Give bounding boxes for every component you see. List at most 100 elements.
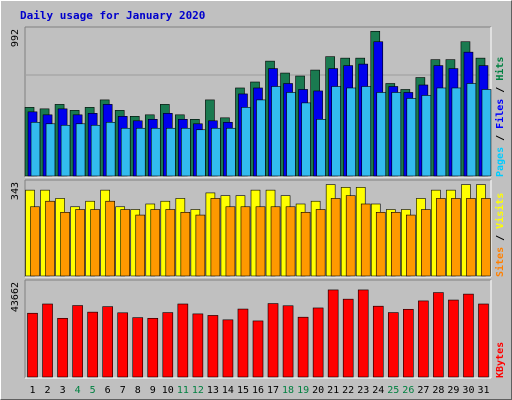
- bar-kbytes-2: [42, 303, 53, 378]
- bar-pages-5: [90, 124, 101, 177]
- bar-sites-11: [180, 211, 191, 277]
- x-tick-label-24: 24: [372, 385, 384, 396]
- bar-sites-25: [390, 211, 401, 277]
- bar-kbytes-12: [192, 313, 204, 378]
- bar-pages-28: [436, 87, 447, 177]
- bar-kbytes-13: [207, 315, 219, 378]
- legend-0: Pages / Files / Hits: [494, 57, 506, 177]
- bar-kbytes-23: [357, 289, 369, 378]
- bar-kbytes-20: [312, 307, 324, 378]
- bar-pages-7: [120, 127, 131, 177]
- x-tick-label-4: 4: [75, 385, 81, 396]
- bar-kbytes-5: [87, 311, 98, 378]
- legend-hits: Hits: [494, 57, 506, 81]
- bar-kbytes-26: [403, 308, 414, 378]
- x-tick-label-10: 10: [162, 385, 174, 396]
- bar-sites-23: [360, 203, 371, 277]
- bar-sites-31: [481, 198, 491, 277]
- legend-kbytes: KBytes: [495, 342, 506, 378]
- x-tick-label-23: 23: [357, 385, 369, 396]
- x-tick-label-8: 8: [135, 385, 141, 396]
- bar-pages-8: [135, 127, 146, 177]
- bar-sites-8: [135, 214, 146, 277]
- x-tick-label-14: 14: [222, 385, 234, 396]
- x-tick-label-30: 30: [462, 385, 474, 396]
- bar-sites-4: [75, 209, 85, 277]
- bar-kbytes-25: [387, 312, 399, 378]
- bar-kbytes-28: [433, 292, 444, 378]
- bar-kbytes-24: [372, 305, 384, 378]
- bar-pages-9: [150, 127, 161, 177]
- bar-pages-30: [466, 83, 477, 177]
- legend-pages: Pages: [495, 147, 506, 177]
- x-tick-label-6: 6: [105, 385, 111, 396]
- bar-pages-29: [451, 87, 462, 177]
- legend-1: Sites / Visits: [494, 193, 506, 277]
- bar-pages-22: [346, 87, 356, 177]
- bar-pages-25: [391, 92, 402, 177]
- bar-sites-13: [210, 198, 221, 277]
- bar-kbytes-6: [102, 306, 113, 378]
- x-tick-label-3: 3: [60, 385, 66, 396]
- legend-files: Files: [494, 99, 506, 129]
- bar-sites-24: [375, 211, 386, 277]
- x-tick-label-5: 5: [90, 385, 96, 396]
- bar-kbytes-31: [478, 303, 489, 378]
- bar-sites-2: [45, 200, 55, 277]
- bar-sites-6: [105, 200, 115, 277]
- bar-pages-27: [421, 95, 432, 177]
- bar-kbytes-30: [463, 293, 474, 378]
- bar-sites-21: [330, 198, 341, 277]
- bar-pages-10: [166, 127, 176, 177]
- bar-kbytes-11: [177, 303, 189, 378]
- bar-pages-14: [226, 127, 236, 177]
- bar-pages-12: [196, 129, 206, 177]
- bar-kbytes-16: [252, 320, 264, 378]
- x-tick-label-13: 13: [207, 385, 219, 396]
- bar-sites-9: [150, 209, 161, 277]
- bar-kbytes-21: [327, 289, 339, 378]
- x-tick-label-1: 1: [30, 385, 36, 396]
- bar-pages-2: [45, 123, 56, 177]
- bar-kbytes-18: [282, 305, 294, 378]
- bar-kbytes-4: [72, 305, 83, 378]
- legend-separator: /: [495, 81, 506, 99]
- bar-kbytes-7: [117, 312, 129, 378]
- bar-pages-21: [331, 86, 341, 177]
- bar-sites-27: [421, 209, 431, 277]
- bar-pages-17: [271, 86, 281, 177]
- bar-kbytes-10: [162, 312, 174, 378]
- bar-sites-28: [436, 198, 446, 277]
- bar-kbytes-14: [222, 319, 234, 378]
- bar-sites-30: [466, 198, 476, 277]
- bar-pages-13: [211, 127, 221, 177]
- y-max-label-2: 43662: [10, 282, 21, 312]
- bar-sites-3: [60, 211, 70, 277]
- legend-separator: /: [495, 129, 506, 147]
- legend-visits: Visits: [494, 193, 506, 229]
- bar-pages-15: [241, 107, 251, 177]
- x-tick-label-27: 27: [417, 385, 429, 396]
- bar-sites-18: [285, 206, 296, 277]
- x-tick-label-9: 9: [150, 385, 156, 396]
- bar-pages-18: [286, 92, 296, 177]
- bar-pages-20: [316, 119, 326, 177]
- legend-2: KBytes: [495, 342, 506, 378]
- bar-pages-23: [361, 86, 372, 177]
- x-tick-label-17: 17: [267, 385, 279, 396]
- x-tick-label-19: 19: [297, 385, 309, 396]
- bar-kbytes-19: [297, 316, 309, 378]
- bar-sites-19: [300, 211, 311, 277]
- bar-pages-31: [481, 89, 492, 177]
- x-tick-label-12: 12: [192, 385, 204, 396]
- bar-kbytes-15: [237, 308, 249, 378]
- y-max-label-0: 992: [10, 29, 21, 47]
- x-tick-label-22: 22: [342, 385, 354, 396]
- bar-sites-22: [345, 195, 356, 277]
- x-tick-label-18: 18: [282, 385, 294, 396]
- x-tick-label-29: 29: [447, 385, 459, 396]
- bar-pages-19: [301, 102, 311, 177]
- bar-sites-12: [195, 214, 206, 277]
- bar-pages-3: [60, 124, 71, 177]
- bar-kbytes-29: [448, 299, 459, 378]
